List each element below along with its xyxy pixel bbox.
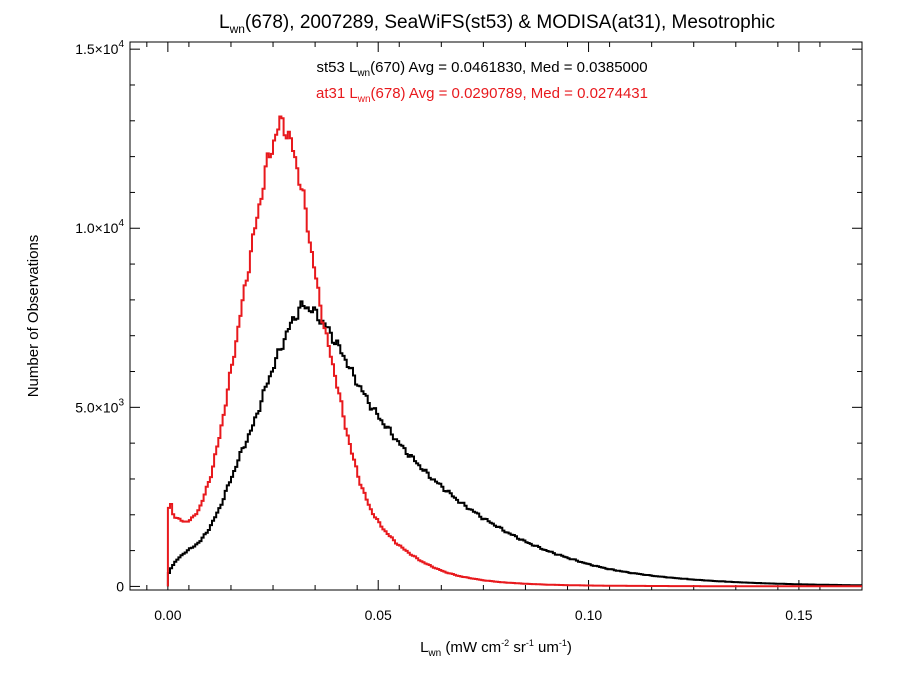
axis-ticks: 0.00 0.05 0.10 0.15 0 5.0×103 1.0×104 1.5×104	[75, 39, 863, 623]
y-axis-label: Number of Observations	[25, 235, 42, 398]
annotation-st53-pre: st53 L	[316, 59, 357, 76]
chart-title: Lwn(678), 2007289, SeaWiFS(st53) & MODIS…	[219, 12, 775, 36]
series-st53	[166, 300, 862, 587]
x-axis-label-mid1: sr	[509, 639, 526, 656]
x-axis-label-sup3: -1	[559, 638, 567, 648]
annotation-st53-post: (670) Avg = 0.0461830, Med = 0.0385000	[370, 59, 647, 76]
annotation-st53-sub: wn	[356, 68, 370, 79]
plot-frame	[129, 41, 863, 591]
series-at31	[166, 115, 862, 588]
annotation-at31-pre: at31 L	[316, 85, 358, 102]
annotation-st53: st53 Lwn(670) Avg = 0.0461830, Med = 0.0…	[316, 59, 647, 79]
series-layer	[166, 115, 862, 588]
chart-title-rest: (678), 2007289, SeaWiFS(st53) & MODISA(a…	[245, 12, 775, 33]
y-tick-label-3: 1.5×104	[75, 39, 124, 57]
annotation-at31: at31 Lwn(678) Avg = 0.0290789, Med = 0.0…	[316, 85, 648, 105]
x-axis-label: Lwn (mW cm-2 sr-1 um-1)	[420, 638, 572, 659]
x-axis-label-mid2: um	[534, 639, 559, 656]
annotation-at31-sub: wn	[357, 94, 371, 105]
x-axis-label-base: L	[420, 639, 428, 656]
annotation-at31-post: (678) Avg = 0.0290789, Med = 0.0274431	[371, 85, 648, 102]
x-axis-label-close: )	[567, 639, 572, 656]
y-tick-label-2: 1.0×104	[75, 218, 124, 236]
x-tick-label-2: 0.10	[575, 607, 602, 623]
y-tick-label-0: 0	[116, 578, 124, 594]
x-axis-label-sup1: -2	[501, 638, 509, 648]
x-axis-label-sup2: -1	[526, 638, 534, 648]
x-axis-label-sub: wn	[427, 648, 441, 659]
x-axis-label-open: (mW cm	[441, 639, 501, 656]
chart-title-subscript: wn	[229, 22, 245, 36]
chart-title-base: L	[219, 12, 230, 33]
y-tick-label-1: 5.0×103	[75, 397, 124, 415]
x-tick-label-1: 0.05	[365, 607, 392, 623]
x-tick-label-0: 0.00	[154, 607, 181, 623]
x-tick-label-3: 0.15	[785, 607, 812, 623]
